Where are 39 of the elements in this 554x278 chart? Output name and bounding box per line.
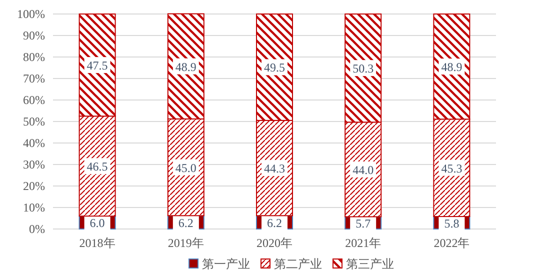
data-label: 44.3 bbox=[264, 162, 285, 176]
data-label: 6.0 bbox=[90, 216, 105, 230]
data-label: 45.3 bbox=[441, 161, 462, 176]
y-tick-label: 60% bbox=[23, 93, 45, 107]
data-label: 49.5 bbox=[264, 60, 285, 75]
y-tick-label: 70% bbox=[23, 72, 45, 86]
y-tick-label: 10% bbox=[23, 200, 45, 214]
data-label: 50.3 bbox=[352, 62, 374, 76]
x-tick-label: 2020年 bbox=[256, 236, 292, 250]
data-label: 47.5 bbox=[86, 58, 108, 73]
bar bbox=[167, 13, 204, 120]
data-label: 48.9 bbox=[441, 60, 462, 74]
data-label: 5.8 bbox=[444, 216, 460, 230]
legend-label: 第一产业 bbox=[202, 257, 250, 271]
y-tick-label: 90% bbox=[23, 28, 45, 42]
x-tick-label: 2021年 bbox=[345, 236, 382, 250]
legend-label: 第三产业 bbox=[346, 257, 394, 271]
data-label: 45.0 bbox=[175, 160, 196, 175]
y-tick-label: 80% bbox=[23, 50, 45, 64]
bar bbox=[78, 14, 116, 117]
data-label: 5.7 bbox=[356, 216, 371, 230]
legend-label: 第二产业 bbox=[274, 257, 322, 271]
y-tick-label: 100% bbox=[17, 7, 45, 21]
bar bbox=[433, 14, 470, 120]
bar bbox=[256, 14, 293, 121]
y-tick-label: 30% bbox=[23, 158, 45, 172]
data-label: 44.0 bbox=[352, 162, 374, 177]
y-tick-label: 40% bbox=[23, 136, 45, 150]
x-tick-label: 2018年 bbox=[79, 236, 116, 250]
x-tick-label: 2022年 bbox=[434, 236, 470, 250]
y-tick-label: 20% bbox=[23, 179, 45, 193]
data-label: 6.2 bbox=[267, 216, 282, 230]
x-tick-label: 2019年 bbox=[168, 236, 204, 250]
bar bbox=[344, 14, 382, 123]
y-tick-label: 0% bbox=[29, 222, 45, 236]
data-label: 6.2 bbox=[178, 216, 194, 230]
data-label: 48.9 bbox=[175, 60, 196, 74]
y-tick-label: 50% bbox=[23, 114, 45, 128]
data-label: 46.5 bbox=[86, 160, 108, 174]
